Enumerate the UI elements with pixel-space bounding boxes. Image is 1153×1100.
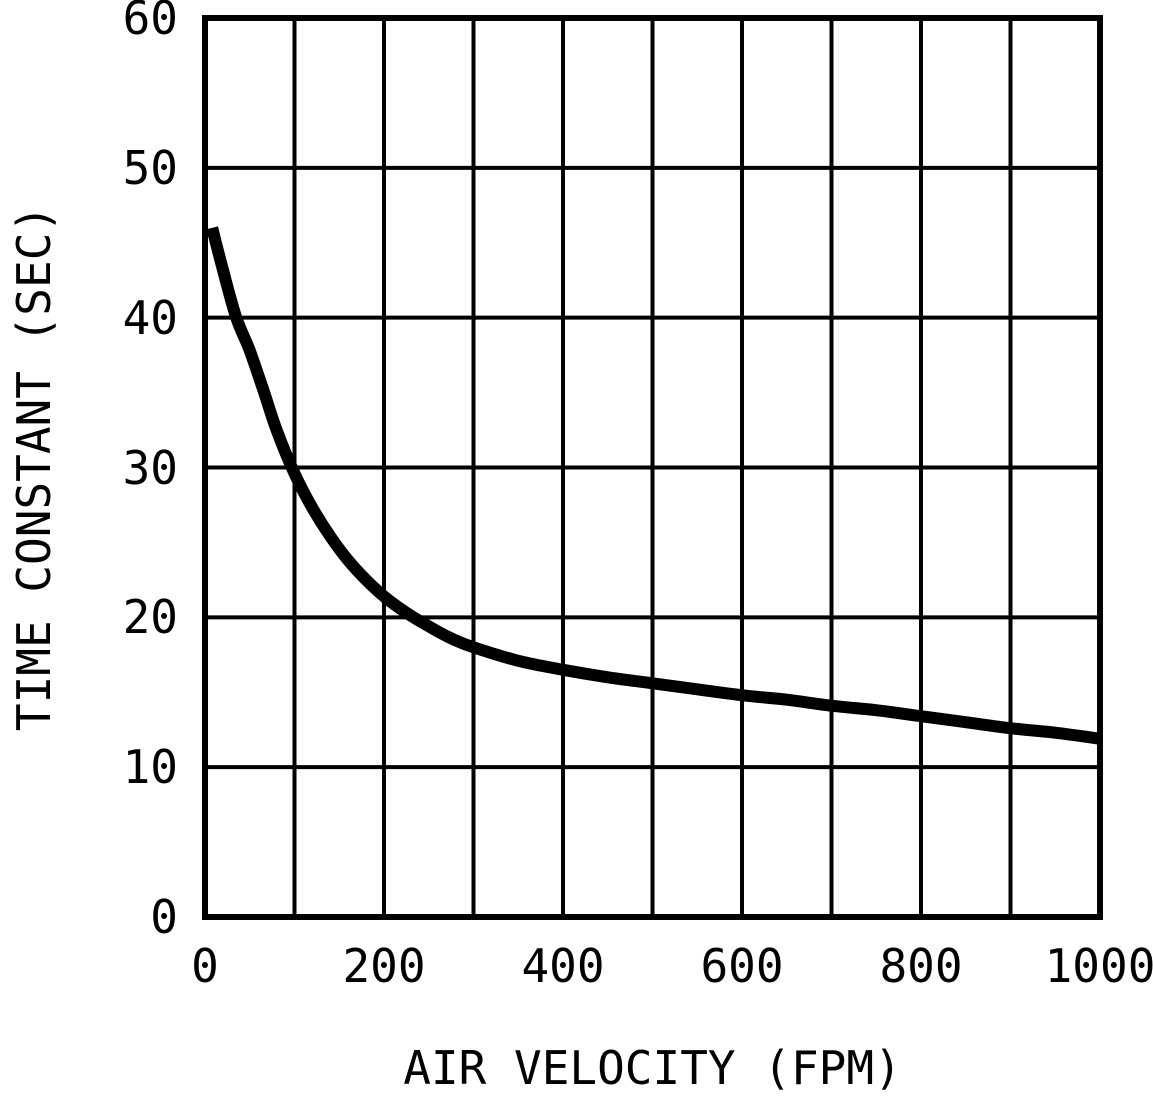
y-tick-label-20: 20 xyxy=(122,590,178,645)
x-tick-label-200: 200 xyxy=(342,939,426,993)
x-tick-label-600: 600 xyxy=(700,939,784,993)
x-axis-title: AIR VELOCITY (FPM) xyxy=(403,1041,902,1095)
x-tick-label-800: 800 xyxy=(879,939,963,993)
y-axis-title: TIME CONSTANT (SEC) xyxy=(7,204,61,732)
x-tick-label-0: 0 xyxy=(191,939,219,993)
y-tick-label-40: 40 xyxy=(122,290,178,345)
y-tick-label-60: 60 xyxy=(122,0,178,45)
y-tick-label-30: 30 xyxy=(122,440,178,495)
plot-border xyxy=(202,15,1103,920)
y-tick-label-10: 10 xyxy=(122,740,178,795)
y-tick-label-0: 0 xyxy=(150,890,178,944)
time-constant-curve xyxy=(206,226,1101,745)
y-tick-label-50: 50 xyxy=(122,140,178,195)
x-tick-label-1000: 1000 xyxy=(1044,939,1153,993)
x-tick-label-400: 400 xyxy=(521,939,605,993)
